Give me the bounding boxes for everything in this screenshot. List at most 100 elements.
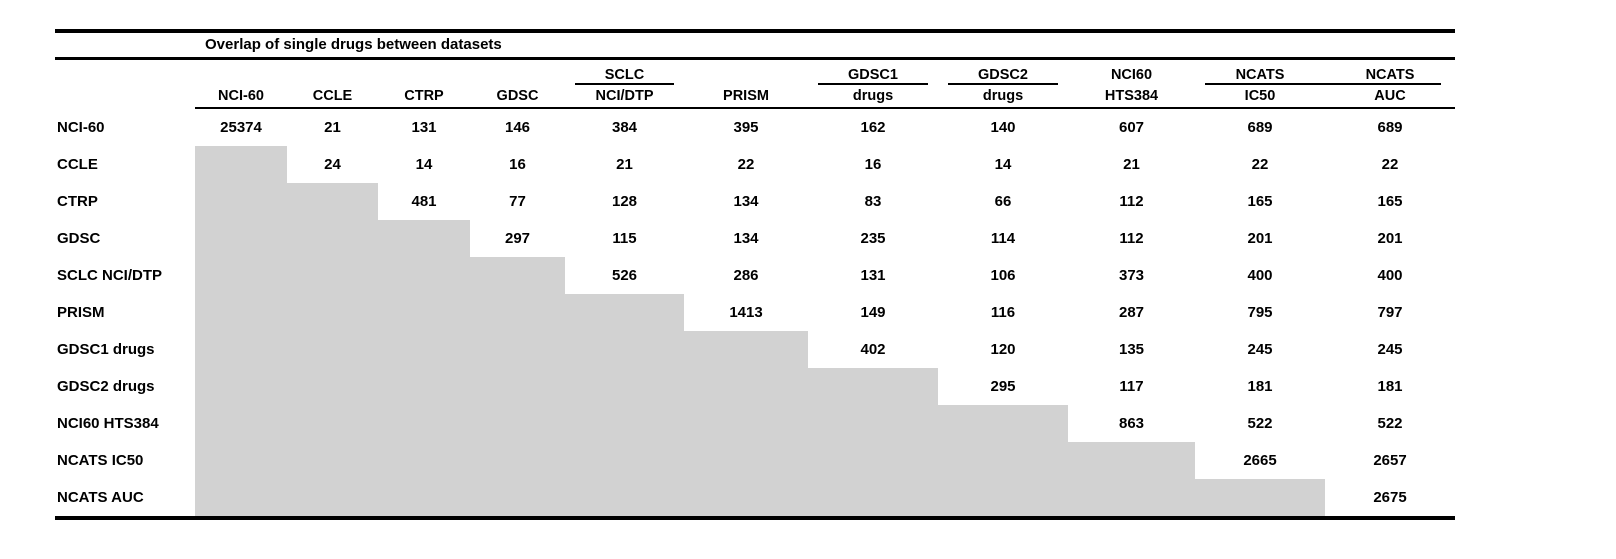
overlap-value-cell: 181 <box>1247 378 1273 395</box>
overlap-value-cell: 162 <box>860 119 886 136</box>
masked-cell <box>684 442 808 479</box>
overlap-value-cell: 112 <box>1119 230 1144 247</box>
masked-cell <box>378 220 470 257</box>
table-body: NCI-60 25374 21 131 146 384 395 162 140 607 689 689… <box>55 108 1455 516</box>
overlap-value-cell: 201 <box>1377 230 1403 247</box>
row-label: GDSC2 drugs <box>57 378 155 395</box>
masked-cell <box>195 294 287 331</box>
overlap-value-cell: 117 <box>1119 378 1144 395</box>
overlap-value-cell: 116 <box>990 304 1016 321</box>
overlap-value-cell: 286 <box>733 267 759 284</box>
col-header-gdsc-top <box>470 60 565 85</box>
col-header-ncats-ic50: IC50 <box>1195 85 1325 109</box>
overlap-value-cell: 2675 <box>1373 489 1407 506</box>
overlap-value-cell: 83 <box>864 193 882 210</box>
table-row: CCLE 24 14 16 21 22 16 14 21 22 22 <box>55 146 1455 183</box>
col-header-gdsc1-top: GDSC1 <box>808 60 938 85</box>
overlap-value-cell: 14 <box>994 156 1012 173</box>
overlap-value-cell: 373 <box>1118 267 1145 284</box>
overlap-value-cell: 16 <box>864 156 882 173</box>
masked-cell <box>470 257 565 294</box>
masked-cell <box>378 368 470 405</box>
overlap-value-cell: 395 <box>733 119 759 136</box>
masked-cell <box>565 442 684 479</box>
overlap-value-cell: 297 <box>504 230 531 247</box>
table-row: NCATS AUC 2675 <box>55 479 1455 516</box>
overlap-value-cell: 106 <box>990 267 1016 284</box>
masked-cell <box>287 368 378 405</box>
overlap-table-container: Overlap of single drugs between datasets… <box>55 29 1455 520</box>
masked-cell <box>378 405 470 442</box>
table-row: NCI-60 25374 21 131 146 384 395 162 140 607 689 689 <box>55 108 1455 146</box>
masked-cell <box>565 479 684 516</box>
col-header-gdsc: GDSC <box>470 85 565 109</box>
col-header-nci-60: NCI-60 <box>195 85 287 109</box>
overlap-value-cell: 607 <box>1118 119 1145 136</box>
masked-cell <box>684 405 808 442</box>
overlap-value-cell: 797 <box>1377 304 1403 321</box>
overlap-value-cell: 146 <box>504 119 531 136</box>
row-label: GDSC <box>57 230 101 247</box>
col-header-gdsc2-drugs: drugs <box>938 85 1068 109</box>
row-label: NCATS IC50 <box>57 452 144 469</box>
col-header-ncats-auc: AUC <box>1325 85 1455 109</box>
overlap-value-cell: 120 <box>990 341 1016 358</box>
masked-cell <box>287 257 378 294</box>
col-header-ccle: CCLE <box>287 85 378 109</box>
overlap-value-cell: 2665 <box>1243 452 1277 469</box>
masked-cell <box>195 479 287 516</box>
masked-cell <box>195 146 287 183</box>
overlap-value-cell: 21 <box>616 156 633 173</box>
overlap-value-cell: 128 <box>611 193 638 210</box>
masked-cell <box>1195 479 1325 516</box>
masked-cell <box>938 479 1068 516</box>
overlap-value-cell: 21 <box>1123 156 1140 173</box>
row-label: GDSC1 drugs <box>57 341 155 358</box>
overlap-value-cell: 522 <box>1247 415 1273 432</box>
masked-cell <box>684 368 808 405</box>
overlap-value-cell: 400 <box>1247 267 1273 284</box>
masked-cell <box>287 294 378 331</box>
overlap-value-cell: 1413 <box>729 304 763 321</box>
table-header: SCLC GDSC1 GDSC2 NCI60 NCATS NCATS NCI-6… <box>55 60 1455 109</box>
overlap-value-cell: 131 <box>860 267 886 284</box>
masked-cell <box>808 442 938 479</box>
overlap-value-cell: 384 <box>611 119 638 136</box>
masked-cell <box>287 331 378 368</box>
row-label: SCLC NCI/DTP <box>57 267 162 284</box>
masked-cell <box>1068 442 1195 479</box>
masked-cell <box>287 183 378 220</box>
table-row: GDSC2 drugs 295 117 181 181 <box>55 368 1455 405</box>
overlap-value-cell: 295 <box>990 378 1016 395</box>
masked-cell <box>470 479 565 516</box>
overlap-value-cell: 112 <box>1119 193 1144 210</box>
masked-cell <box>195 405 287 442</box>
row-label: PRISM <box>57 304 105 321</box>
table-row: CTRP 481 77 128 134 83 66 112 165 165 <box>55 183 1455 220</box>
overlap-value-cell: 165 <box>1247 193 1273 210</box>
overlap-value-cell: 400 <box>1377 267 1403 284</box>
masked-cell <box>1068 479 1195 516</box>
overlap-value-cell: 165 <box>1377 193 1403 210</box>
col-header-nci60-hts384-top: NCI60 <box>1110 67 1153 83</box>
overlap-value-cell: 795 <box>1247 304 1273 321</box>
header-row-bottom: NCI-60 CCLE CTRP GDSC NCI/DTP PRISM drug… <box>55 85 1455 109</box>
overlap-value-cell: 66 <box>994 193 1012 210</box>
overlap-value-cell: 2657 <box>1373 452 1407 469</box>
header-row-top: SCLC GDSC1 GDSC2 NCI60 NCATS NCATS <box>55 60 1455 85</box>
table-row: NCATS IC50 2665 2657 <box>55 442 1455 479</box>
table-title-bar: Overlap of single drugs between datasets <box>55 33 1455 60</box>
masked-cell <box>565 368 684 405</box>
table-title: Overlap of single drugs between datasets <box>205 36 502 53</box>
overlap-value-cell: 22 <box>1381 156 1399 173</box>
row-label: NCI-60 <box>57 118 105 136</box>
masked-cell <box>684 331 808 368</box>
overlap-value-cell: 522 <box>1377 415 1403 432</box>
masked-cell <box>287 220 378 257</box>
overlap-value-cell: 481 <box>411 193 437 210</box>
masked-cell <box>378 479 470 516</box>
row-label: CTRP <box>57 193 98 210</box>
masked-cell <box>470 368 565 405</box>
overlap-value-cell: 135 <box>1118 341 1145 358</box>
col-header-ncats-ic50-top: NCATS <box>1195 60 1325 85</box>
